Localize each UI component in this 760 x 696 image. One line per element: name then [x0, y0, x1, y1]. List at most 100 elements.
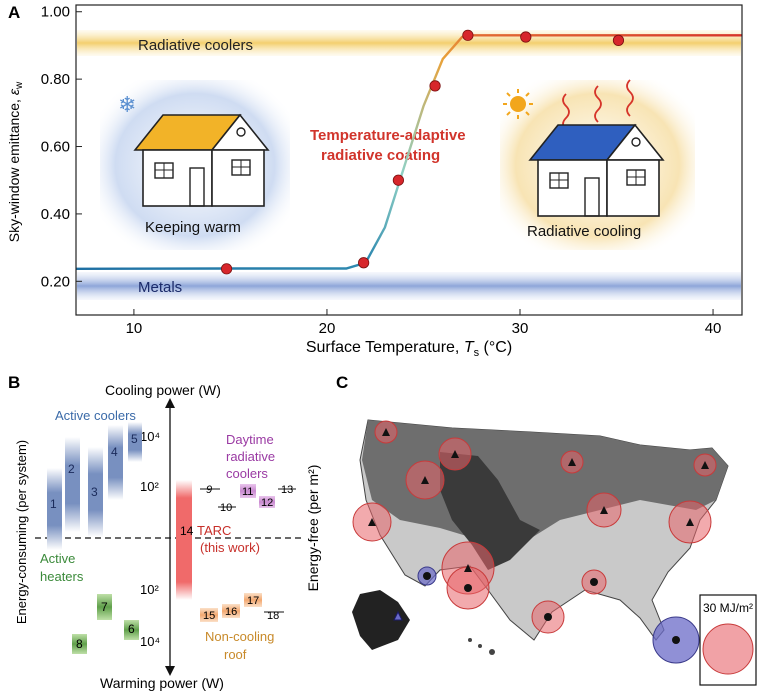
daytime-label-3: coolers [226, 466, 268, 481]
city-dot-icon [464, 584, 472, 592]
item-14: 14 [180, 524, 194, 538]
x-tick-label: 20 [319, 320, 336, 337]
active-heaters-label-2: heaters [40, 569, 84, 584]
tarc-label: TARC [197, 523, 231, 538]
daytime-label-2: radiative [226, 449, 275, 464]
sun-rays [503, 89, 533, 119]
active-coolers-label: Active coolers [55, 408, 136, 423]
bar-daytime-12 [259, 496, 275, 508]
house-left-label: Keeping warm [145, 219, 241, 236]
data-point [462, 29, 474, 41]
house-right-label: Radiative cooling [527, 223, 641, 240]
bar-active-cooler-1 [47, 468, 62, 550]
panel-c-label: C [336, 373, 348, 392]
house-wall-left [537, 159, 608, 217]
item-15: 15 [203, 610, 215, 622]
cooling-power-label: Cooling power (W) [105, 382, 221, 398]
city-triangle-icon [421, 476, 429, 484]
non-cooling-label-2: roof [224, 647, 247, 662]
y-tick-label: 0.60 [41, 139, 70, 156]
axis-ticks-a: 10 20 30 40 0.20 0.40 0.60 0.80 1.00 [41, 4, 722, 337]
alaska-triangle-icon [393, 610, 403, 621]
city-dot-icon [590, 578, 598, 586]
city-triangle-icon [600, 506, 608, 514]
keeping-warm-house: ❄ Keeping warm [100, 80, 290, 250]
arrow-down-icon [165, 666, 175, 676]
warming-power-label: Warming power (W) [100, 675, 224, 691]
bar-active-cooler-2 [65, 437, 80, 532]
panel-c: C [336, 373, 757, 686]
x-axis-label-a: Surface Temperature, Ts (°C) [306, 339, 512, 359]
y-axis-label-a: Sky-window emittance, εw [6, 81, 25, 242]
data-point [612, 34, 625, 46]
data-point [358, 257, 370, 269]
panel-b: B Cooling power (W) Warming power (W) En… [8, 373, 321, 691]
item-16: 16 [225, 606, 237, 618]
x-tick-label: 10 [126, 320, 143, 337]
city-triangle-icon [368, 518, 376, 526]
bar-active-cooler-4 [108, 425, 123, 500]
item-17: 17 [247, 595, 259, 607]
data-point [220, 263, 233, 275]
x-tick-label: 40 [705, 320, 722, 337]
tarc-sub-label: (this work) [200, 540, 260, 555]
coating-label-line1: Temperature-adaptive [310, 127, 466, 144]
hawaii-map [468, 638, 495, 655]
data-point [520, 31, 532, 43]
city-triangle-icon [686, 518, 694, 526]
band-bottom-label: Metals [138, 279, 182, 296]
panel-b-label: B [8, 373, 20, 392]
tick-1e4-bottom: 10⁴ [140, 634, 160, 649]
bar-active-cooler-3 [88, 447, 103, 537]
bar-active-heater-8 [72, 634, 87, 654]
gable-window [236, 127, 246, 137]
tick-1e2-bottom: 10² [140, 582, 159, 597]
alaska-map [352, 590, 410, 650]
tick-1e4-top: 10⁴ [140, 429, 160, 444]
house-wall-right [211, 149, 265, 207]
y-tick-label: 0.40 [41, 206, 70, 223]
radiative-cooling-house: Radiative cooling [500, 79, 695, 250]
energy-consuming-label: Energy-consuming (per system) [14, 440, 29, 624]
heat-wave-icons [562, 79, 634, 131]
snowflake-icon: ❄ [118, 92, 136, 117]
city-dot-icon [423, 572, 431, 580]
y-tick-label: 0.20 [41, 273, 70, 290]
bar-tarc [176, 480, 192, 600]
x-tick-label: 30 [512, 320, 529, 337]
plot-frame-a [75, 4, 743, 316]
y-tick-label: 1.00 [41, 4, 70, 21]
item-9: 9 [206, 484, 212, 496]
band-top-label: Radiative coolers [138, 37, 253, 54]
item-7: 7 [101, 600, 108, 614]
item-2: 2 [68, 462, 75, 476]
house-wall-left [142, 149, 213, 207]
gable-window [631, 137, 641, 147]
bar-active-cooler-5 [128, 422, 142, 462]
bar-active-heater-6 [124, 620, 139, 640]
legend-bubble [702, 623, 754, 675]
city-triangle-icon [464, 564, 472, 572]
sun-icon [510, 96, 526, 112]
energy-free-label: Energy-free (per m²) [305, 465, 321, 592]
bar-roof-16 [222, 604, 240, 618]
item-11: 11 [242, 486, 253, 498]
house-door [584, 177, 600, 217]
item-4: 4 [111, 445, 118, 459]
tick-1e2-top: 10² [140, 479, 159, 494]
daytime-label-1: Daytime [226, 432, 274, 447]
panel-a-label: A [8, 3, 20, 22]
measured-points [220, 29, 625, 275]
bar-roof-17 [244, 593, 262, 607]
item-6: 6 [128, 622, 135, 636]
non-cooling-label-1: Non-cooling [205, 629, 274, 644]
city-triangle-icon [701, 461, 709, 469]
data-point [429, 80, 441, 92]
bar-daytime-11 [240, 484, 256, 498]
item-18: 18 [267, 610, 279, 622]
house-door [189, 167, 205, 207]
house-wall-right [606, 159, 660, 217]
metals-band [77, 272, 741, 300]
city-triangle-icon [568, 458, 576, 466]
